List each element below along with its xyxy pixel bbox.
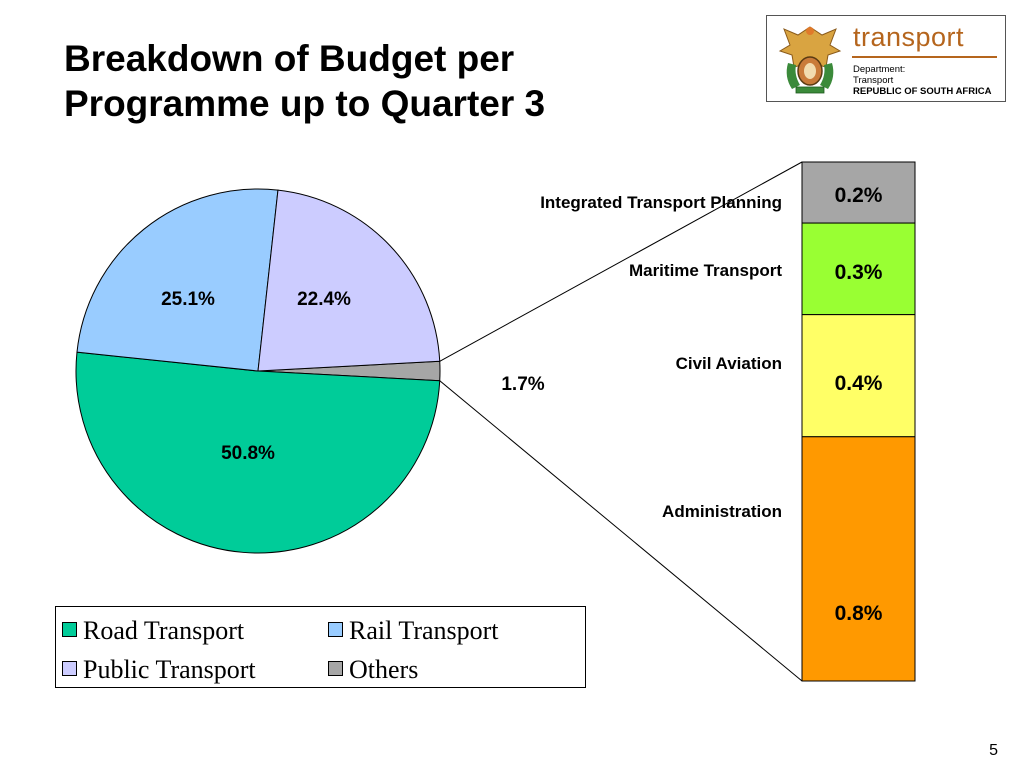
- pie-label-public: 22.4%: [297, 289, 351, 310]
- legend-item-public: Public Transport: [62, 655, 256, 685]
- bar-label-maritime-transport: Maritime Transport: [629, 261, 782, 280]
- legend-swatch-rail: [328, 622, 343, 637]
- legend-label-road: Road Transport: [83, 616, 245, 645]
- bar-segment-administration: [801, 436, 916, 682]
- legend-item-road: Road Transport: [62, 616, 244, 646]
- bar-value-integrated-transport-planning: 0.2%: [835, 184, 883, 207]
- bar-value-administration: 0.8%: [835, 602, 883, 625]
- pie-label-rail: 25.1%: [161, 289, 215, 310]
- legend-label-public: Public Transport: [83, 655, 256, 684]
- legend-label-others: Others: [349, 655, 419, 684]
- logo-department: Department: Transport REPUBLIC OF SOUTH …: [853, 64, 991, 97]
- pie-slice-rail: [76, 188, 279, 372]
- bar-segment-civil-aviation: [801, 314, 916, 438]
- connector-line-top: [439, 161, 803, 362]
- bar-segment-maritime-transport: [801, 222, 916, 316]
- logo-divider: [852, 56, 997, 58]
- pie-label-road: 50.8%: [221, 443, 275, 464]
- legend-swatch-road: [62, 622, 77, 637]
- logo-word: transport: [853, 22, 965, 52]
- pie-label-others: 1.7%: [501, 374, 544, 395]
- bar-value-civil-aviation: 0.4%: [835, 372, 883, 395]
- connector-line-bottom: [439, 380, 803, 682]
- slide-title: Breakdown of Budget per Programme up to …: [64, 36, 744, 126]
- bar-value-maritime-transport: 0.3%: [835, 261, 883, 284]
- chart-legend: Road Transport Rail Transport Public Tra…: [55, 606, 586, 688]
- pie-slice-public: [257, 189, 441, 372]
- coat-of-arms-icon: [778, 26, 842, 94]
- bar-segment-integrated-transport-planning: [801, 161, 916, 224]
- legend-item-rail: Rail Transport: [328, 616, 499, 646]
- legend-item-others: Others: [328, 655, 418, 685]
- legend-swatch-others: [328, 661, 343, 676]
- title-line-2: Programme up to Quarter 3: [64, 83, 546, 124]
- bar-label-administration: Administration: [662, 502, 782, 521]
- logo-dept-line-2: Transport: [853, 75, 894, 86]
- pie-slice-road: [75, 351, 441, 554]
- logo-dept-line-1: Department:: [853, 64, 906, 75]
- page-number: 5: [989, 742, 998, 759]
- transport-logo: transport Department: Transport REPUBLIC…: [766, 15, 1006, 102]
- legend-swatch-public: [62, 661, 77, 676]
- bar-label-civil-aviation: Civil Aviation: [676, 354, 782, 373]
- bar-label-integrated-transport-planning: Integrated Transport Planning: [540, 193, 782, 212]
- legend-label-rail: Rail Transport: [349, 616, 499, 645]
- logo-dept-line-3: REPUBLIC OF SOUTH AFRICA: [853, 86, 992, 97]
- title-line-1: Breakdown of Budget per: [64, 38, 515, 79]
